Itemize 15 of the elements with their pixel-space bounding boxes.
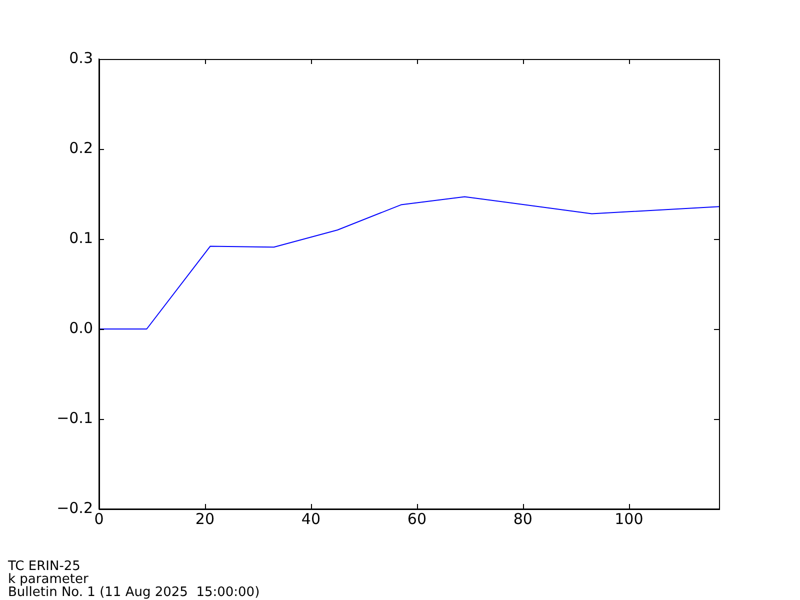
x-tick-label: 0 bbox=[94, 510, 104, 528]
y-tick-label: 0.0 bbox=[69, 318, 93, 337]
x-tick-label: 100 bbox=[614, 510, 644, 528]
y-tick-label: −0.1 bbox=[56, 408, 93, 427]
text: k parameter bbox=[8, 572, 89, 587]
text: Bulletin No. 1 (11 Aug 2025 15:00:00) bbox=[8, 585, 260, 600]
x-tick-label: 60 bbox=[407, 510, 426, 528]
x-tick-label: 80 bbox=[513, 510, 532, 528]
y-tick-label: −0.2 bbox=[56, 498, 93, 517]
text: TC ERIN-25 bbox=[7, 559, 80, 574]
y-tick-label: 0.3 bbox=[69, 48, 93, 67]
x-tick-label: 20 bbox=[195, 510, 215, 528]
y-tick-label: 0.2 bbox=[69, 138, 93, 157]
x-tick-label: 40 bbox=[301, 510, 321, 528]
y-tick-label: 0.1 bbox=[69, 228, 93, 247]
